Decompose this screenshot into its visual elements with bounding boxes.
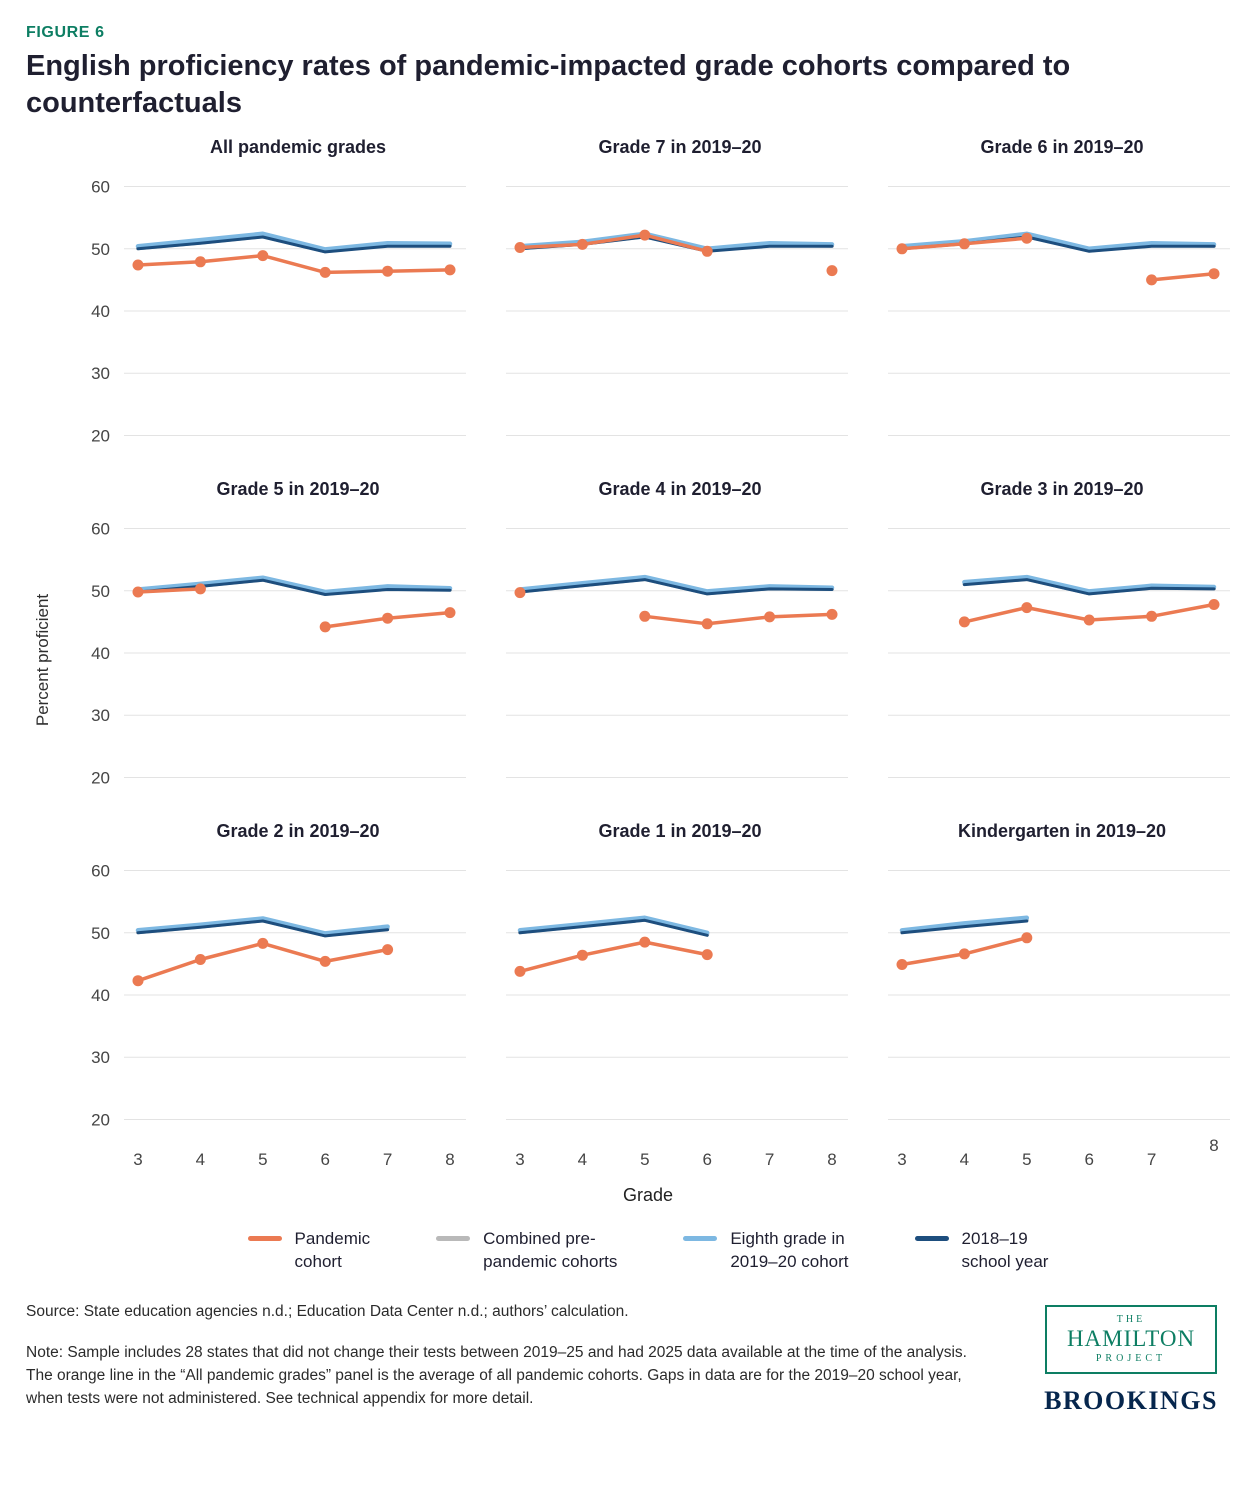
- panel-grade-6: Grade 6 in 2019–20: [854, 137, 1236, 463]
- svg-text:3: 3: [515, 1150, 524, 1169]
- y-axis-label: Percent proficient: [33, 593, 52, 727]
- panel-title: Kindergarten in 2019–20: [957, 821, 1167, 842]
- panel-title: Grade 7 in 2019–20: [598, 137, 762, 158]
- note-text: Note: Sample includes 28 states that did…: [26, 1343, 967, 1408]
- svg-text:7: 7: [1147, 1150, 1156, 1169]
- line-chart: 3 4 5 6 7 8: [506, 870, 848, 1169]
- hamilton-project-logo: THE HAMILTON PROJECT: [1045, 1304, 1217, 1374]
- panel-grade-5: Grade 5 in 2019–20 60 50 40 30 20: [60, 479, 472, 805]
- figure-title: English proficiency rates of pandemic-im…: [26, 50, 1071, 119]
- legend-item-prepandemic-cohorts: Combined pre- pandemic cohorts: [436, 1228, 617, 1273]
- panel-grade-1: Grade 1 in 2019–20 3 4 5 6 7 8: [472, 821, 854, 1183]
- panel-title: Grade 1 in 2019–20: [598, 821, 762, 842]
- x-axis-label: Grade: [622, 1185, 674, 1206]
- legend-label: 2018–19 school year: [961, 1229, 1049, 1271]
- line-chart: [506, 528, 848, 779]
- legend-label: Eighth grade in 2019–20 cohort: [730, 1229, 849, 1271]
- line-chart: 60 50 40 30 20: [91, 178, 466, 446]
- svg-text:50: 50: [91, 924, 110, 943]
- figure-footer: Source: State education agencies n.d.; E…: [26, 1303, 1259, 1416]
- panel-grade-7: Grade 7 in 2019–20: [472, 137, 854, 463]
- eighth-grade-line-swatch-icon: [683, 1236, 718, 1242]
- brookings-logo: BROOKINGS: [1044, 1385, 1218, 1415]
- hamilton-logo-name: HAMILTON: [1066, 1325, 1196, 1351]
- svg-text:40: 40: [91, 302, 110, 321]
- svg-text:40: 40: [91, 986, 110, 1005]
- panel-grade-4: Grade 4 in 2019–20: [472, 479, 854, 805]
- svg-text:6: 6: [320, 1150, 329, 1169]
- svg-text:5: 5: [258, 1150, 267, 1169]
- hamilton-logo-project: PROJECT: [1095, 1352, 1167, 1364]
- legend-item-eighth-grade-cohort: Eighth grade in 2019–20 cohort: [683, 1228, 849, 1273]
- panel-title: Grade 5 in 2019–20: [216, 479, 380, 500]
- school-year-line-swatch-icon: [914, 1236, 949, 1242]
- svg-text:40: 40: [91, 644, 110, 663]
- svg-text:50: 50: [91, 240, 110, 259]
- svg-text:5: 5: [640, 1150, 649, 1169]
- svg-text:4: 4: [578, 1150, 587, 1169]
- panel-title: Grade 3 in 2019–20: [980, 479, 1144, 500]
- figure-label: FIGURE 6: [26, 24, 105, 41]
- svg-text:50: 50: [91, 582, 110, 601]
- svg-text:6: 6: [1084, 1150, 1093, 1169]
- svg-text:6: 6: [702, 1150, 711, 1169]
- svg-text:8: 8: [1209, 1136, 1218, 1155]
- legend-item-pandemic-cohort: Pandemic cohort: [247, 1228, 371, 1273]
- svg-text:4: 4: [960, 1150, 969, 1169]
- svg-text:20: 20: [91, 769, 110, 788]
- prepandemic-line-swatch-icon: [436, 1236, 471, 1242]
- svg-text:60: 60: [91, 178, 110, 197]
- legend-label: Combined pre- pandemic cohorts: [483, 1229, 618, 1271]
- panel-title: Grade 2 in 2019–20: [216, 821, 380, 842]
- hamilton-logo-the: THE: [1116, 1313, 1146, 1325]
- panel-title: Grade 6 in 2019–20: [980, 137, 1144, 158]
- legend: Pandemic cohort Combined pre- pandemic c…: [60, 1228, 1236, 1273]
- source-text: Source: State education agencies n.d.; E…: [26, 1302, 629, 1320]
- legend-label: Pandemic cohort: [294, 1229, 371, 1271]
- panel-grade-2: Grade 2 in 2019–20 60 50 40 30 20 3 4 5 6 7 8: [60, 821, 472, 1183]
- svg-text:30: 30: [91, 1048, 110, 1067]
- panel-all-pandemic-grades: All pandemic grades 60 50 40 30 20: [60, 137, 472, 463]
- pandemic-line-swatch-icon: [247, 1236, 282, 1242]
- line-chart: [888, 186, 1230, 437]
- line-chart: 60 50 40 30 20: [91, 520, 466, 788]
- svg-text:60: 60: [91, 520, 110, 539]
- panel-kindergarten: Kindergarten in 2019–20 3 4 5 6 7 8: [854, 821, 1236, 1183]
- svg-text:30: 30: [91, 706, 110, 725]
- y-axis-label-column: Percent proficient: [26, 137, 60, 1183]
- svg-text:30: 30: [91, 364, 110, 383]
- chart-area: Percent proficient All pandemic grades 6…: [26, 137, 1259, 1183]
- svg-text:20: 20: [91, 1111, 110, 1130]
- panel-grid: All pandemic grades 60 50 40 30 20 Grade 7 i…: [60, 137, 1236, 1183]
- svg-text:4: 4: [196, 1150, 205, 1169]
- svg-text:5: 5: [1022, 1150, 1031, 1169]
- svg-text:20: 20: [91, 427, 110, 446]
- svg-text:3: 3: [897, 1150, 906, 1169]
- svg-text:60: 60: [91, 862, 110, 881]
- footer-notes: Source: State education agencies n.d.; E…: [26, 1303, 1031, 1416]
- svg-text:8: 8: [445, 1150, 454, 1169]
- svg-text:7: 7: [383, 1150, 392, 1169]
- logos: THE HAMILTON PROJECT BROOKINGS: [1031, 1303, 1231, 1416]
- figure-page: FIGURE 6 English proficiency rates of pa…: [26, 24, 1259, 1416]
- svg-text:8: 8: [827, 1150, 836, 1169]
- line-chart: [888, 528, 1230, 779]
- legend-item-2018-19-school-year: 2018–19 school year: [914, 1228, 1049, 1273]
- line-chart: 3 4 5 6 7 8: [888, 870, 1230, 1169]
- line-chart: [506, 186, 848, 437]
- panel-title: All pandemic grades: [209, 137, 387, 158]
- svg-text:3: 3: [133, 1150, 142, 1169]
- line-chart: 60 50 40 30 20 3 4 5 6 7 8: [91, 862, 466, 1169]
- panel-grade-3: Grade 3 in 2019–20: [854, 479, 1236, 805]
- panel-title: Grade 4 in 2019–20: [598, 479, 762, 500]
- svg-text:7: 7: [765, 1150, 774, 1169]
